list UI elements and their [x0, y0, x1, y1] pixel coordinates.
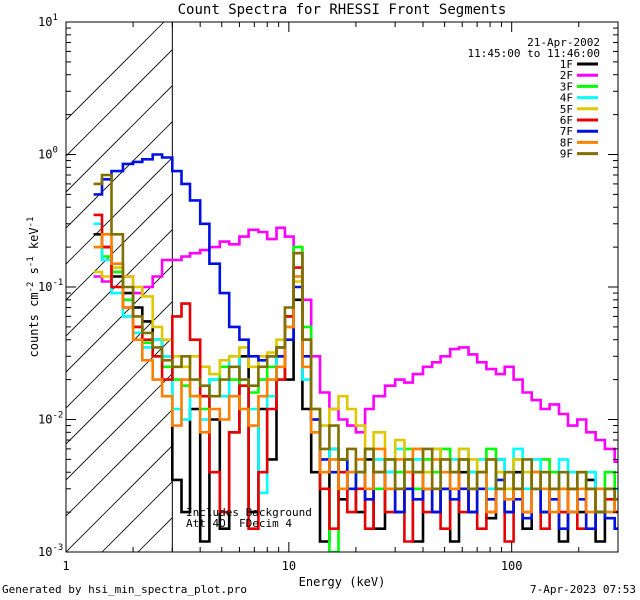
footer-generated-by: Generated by hsi_min_spectra_plot.pro [2, 583, 248, 596]
y-tick-label: 100 [38, 146, 58, 162]
hatch-line [66, 85, 173, 193]
series-line-9F [93, 173, 618, 514]
legend-label-8F: 8F [560, 136, 573, 149]
y-tick-label: 10-1 [38, 278, 63, 294]
chart-title: Count Spectra for RHESSI Front Segments [178, 2, 507, 18]
attenuator-annotation: Att 4O, FDecim 4 [186, 517, 292, 530]
x-tick-label: 1 [62, 559, 69, 573]
hatch-line [66, 373, 173, 481]
legend-label-5F: 5F [560, 103, 573, 116]
y-tick-label: 101 [38, 13, 58, 29]
legend-label-2F: 2F [560, 69, 573, 82]
hatch-line [66, 445, 173, 552]
y-tick-labels: 10-3 10-2 10-1 100 101 [38, 13, 63, 559]
y-tick-label: 10-2 [38, 411, 63, 427]
hatch-line [66, 409, 173, 517]
legend-label-1F: 1F [560, 58, 573, 71]
x-tick-label: 100 [501, 559, 523, 573]
legend-label-7F: 7F [560, 125, 573, 138]
legend-label-6F: 6F [560, 114, 573, 127]
x-axis-label: Energy (keV) [299, 575, 386, 589]
x-tick-labels: 1 10 100 [62, 559, 522, 573]
series-line-8F [93, 233, 618, 514]
hatch-line [66, 193, 173, 301]
legend-label-3F: 3F [560, 80, 573, 93]
y-axis-label: counts cm-2 s-1 keV-1 [26, 217, 41, 358]
time-range-label: 11:45:00 to 11:46:00 [468, 47, 600, 60]
axis-ticks [65, 21, 619, 553]
hatch-line [66, 22, 165, 121]
footer-timestamp: 7-Apr-2023 07:53 [530, 583, 636, 596]
x-tick-label: 10 [282, 559, 296, 573]
hatch-line [66, 49, 173, 157]
y-tick-label: 10-3 [38, 543, 63, 559]
series-group [93, 153, 618, 552]
background-annotation: Includes Background [186, 506, 312, 519]
legend-label-9F: 9F [560, 148, 573, 161]
date-label: 21-Apr-2002 [527, 36, 600, 49]
legend-label-4F: 4F [560, 92, 573, 105]
